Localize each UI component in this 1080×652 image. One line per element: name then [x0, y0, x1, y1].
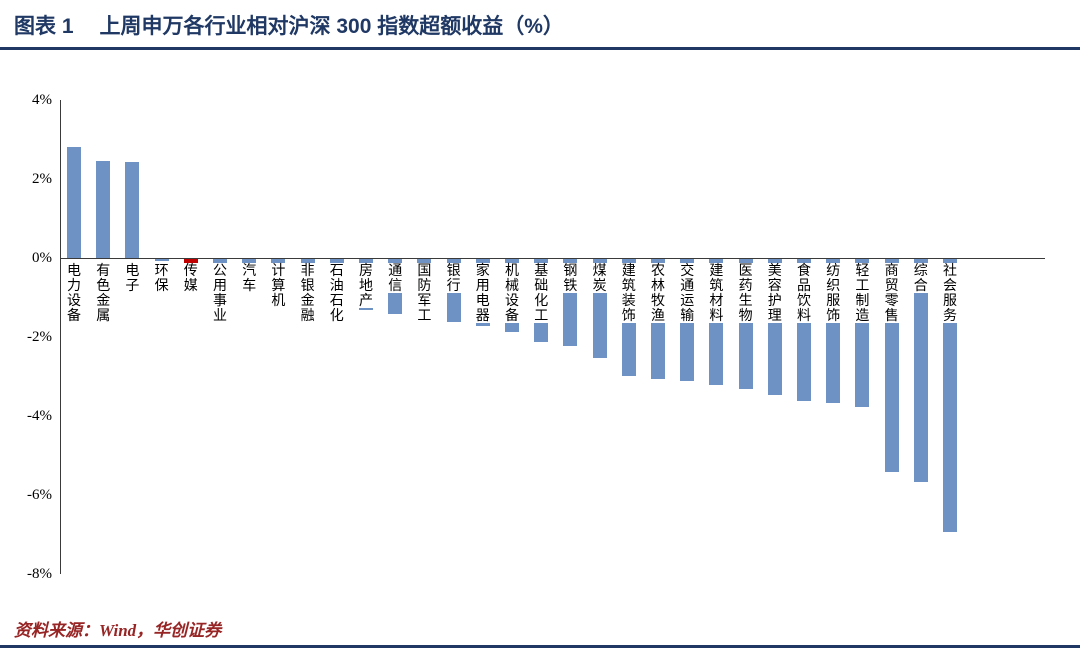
category-label: 基础化工	[533, 262, 550, 323]
bar	[913, 259, 928, 483]
figure-header: 图表 1 上周申万各行业相对沪深 300 指数超额收益（%）	[14, 10, 564, 40]
y-axis-line	[60, 100, 61, 574]
figure-label: 图表 1	[14, 15, 74, 38]
category-label: 综合	[912, 262, 929, 293]
y-tick-label: -2%	[27, 329, 52, 345]
category-label: 农林牧渔	[650, 262, 666, 323]
y-tick-label: 0%	[32, 250, 52, 266]
y-tick-label: -4%	[27, 408, 52, 424]
y-tick-label: 2%	[32, 171, 52, 187]
y-tick-label: -6%	[27, 487, 52, 503]
category-label: 轻工制造	[854, 262, 871, 323]
zero-baseline	[60, 258, 1045, 259]
category-label: 美容护理	[766, 262, 783, 323]
category-label: 环保	[153, 262, 170, 293]
data-source-note: 资料来源：Wind，华创证券	[14, 621, 222, 640]
category-label: 医药生物	[737, 262, 754, 323]
header-divider	[0, 47, 1080, 50]
bar	[125, 162, 140, 258]
figure-title: 上周申万各行业相对沪深 300 指数超额收益（%）	[99, 15, 564, 38]
category-label: 计算机	[270, 262, 287, 308]
category-label: 商贸零售	[883, 262, 900, 323]
category-label: 银行	[445, 262, 462, 293]
category-label: 房地产	[358, 262, 374, 308]
bar	[154, 259, 169, 261]
category-label: 钢铁	[562, 262, 579, 293]
y-tick-label: -8%	[27, 566, 52, 582]
y-tick-label: 4%	[32, 92, 52, 108]
category-label: 电子	[124, 262, 141, 293]
category-label: 国防军工	[416, 262, 433, 323]
category-label: 建筑材料	[708, 262, 725, 323]
category-label: 电力设备	[66, 262, 82, 323]
category-label: 汽车	[241, 262, 258, 293]
bar	[67, 147, 81, 258]
category-label: 机械设备	[504, 262, 520, 323]
category-label: 纺织服饰	[825, 262, 842, 323]
category-label: 建筑装饰	[620, 262, 637, 323]
category-label: 有色金属	[95, 262, 112, 323]
bar	[96, 161, 111, 258]
category-label: 非银金融	[299, 262, 316, 323]
category-label: 食品饮料	[796, 262, 812, 323]
footer-divider	[0, 645, 1080, 648]
category-label: 社会服务	[942, 262, 958, 323]
category-label: 通信	[387, 262, 404, 293]
category-label: 公用事业	[212, 262, 228, 323]
category-label: 传媒	[182, 262, 199, 293]
category-label: 煤炭	[591, 262, 608, 293]
category-label: 石油石化	[328, 262, 345, 323]
category-label: 交通运输	[679, 262, 696, 323]
bar	[943, 259, 957, 532]
category-label: 家用电器	[474, 262, 491, 323]
